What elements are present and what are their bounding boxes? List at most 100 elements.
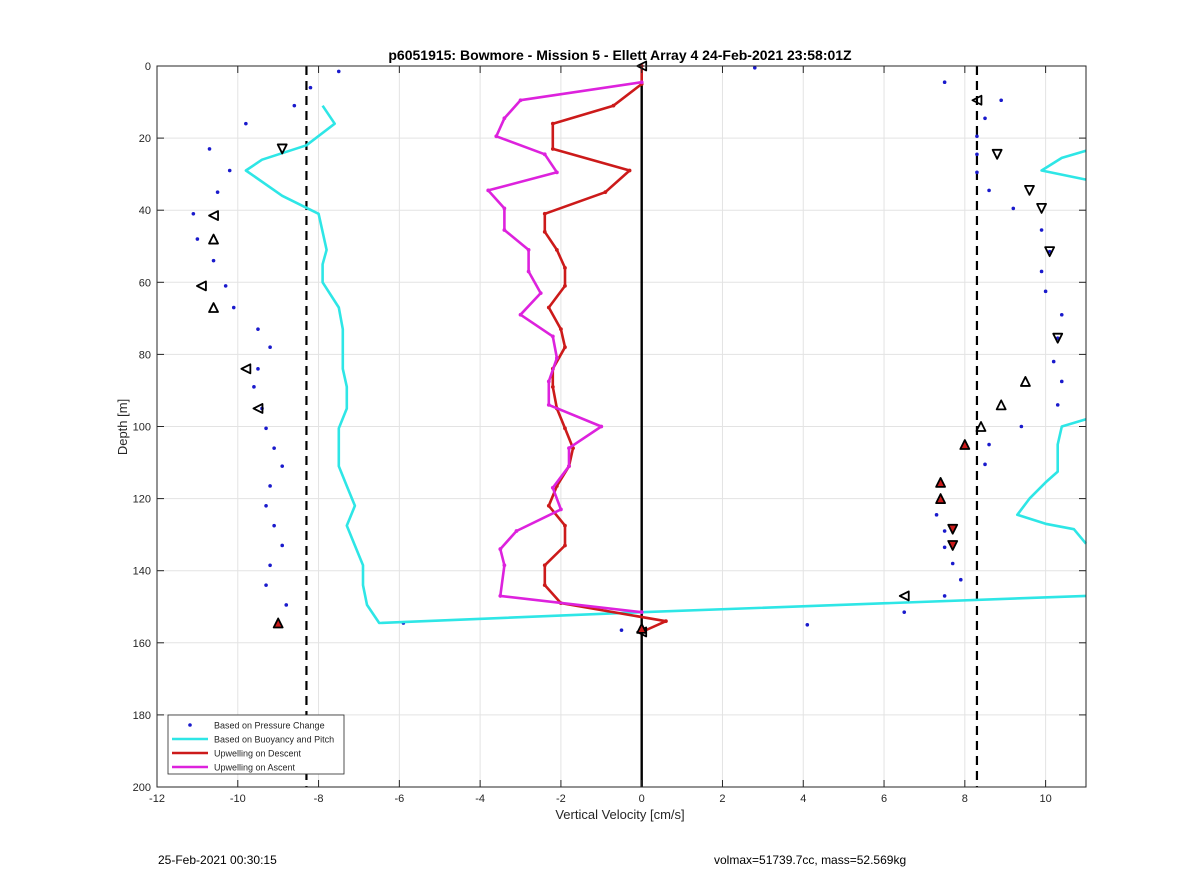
- triangle-marker-left: [898, 590, 910, 602]
- descent-point: [550, 147, 555, 151]
- descent-point: [542, 211, 547, 216]
- ascent-point: [494, 134, 499, 139]
- ascent-point: [502, 563, 507, 568]
- triangle-marker-down: [991, 148, 1003, 160]
- pressure-point: [975, 170, 979, 175]
- y-tick-label: 80: [139, 349, 151, 361]
- pressure-point: [268, 345, 272, 349]
- triangle-marker-up: [1020, 376, 1031, 387]
- y-tick-label: 60: [139, 277, 151, 289]
- pressure-point: [207, 147, 212, 151]
- footer-info: volmax=51739.7cc, mass=52.569kg: [714, 853, 907, 867]
- pressure-point: [268, 484, 272, 488]
- x-tick-label: 2: [719, 793, 725, 805]
- y-tick-label: 100: [133, 422, 151, 434]
- pressure-point: [1019, 424, 1024, 429]
- pressure-point: [983, 116, 987, 121]
- pressure-point: [752, 66, 757, 70]
- triangle-marker-up: [272, 617, 284, 629]
- ascent-point: [514, 529, 519, 533]
- triangle-marker-down: [1024, 184, 1035, 196]
- descent-point: [559, 327, 563, 332]
- pressure-point: [280, 464, 285, 468]
- pressure-point: [1059, 312, 1064, 317]
- ascent-point: [486, 188, 491, 193]
- pressure-point: [902, 610, 907, 614]
- triangle-marker-up: [975, 421, 987, 432]
- pressure-point: [231, 305, 236, 310]
- pressure-point: [619, 628, 624, 632]
- triangle-marker-left: [208, 210, 219, 222]
- pressure-point: [983, 462, 987, 467]
- ascent-point: [546, 379, 551, 384]
- pressure-point: [264, 426, 268, 431]
- y-tick-label: 200: [133, 782, 151, 794]
- pressure-point: [272, 446, 276, 450]
- reference-lines: [305, 66, 979, 787]
- triangle-marker-up: [636, 622, 648, 634]
- pressure-point: [256, 367, 260, 371]
- pressure-point: [264, 504, 268, 508]
- ascent-point: [502, 116, 507, 121]
- legend-label: Based on Pressure Change: [214, 721, 325, 731]
- pressure-point: [280, 543, 285, 548]
- y-tick-label: 160: [133, 638, 151, 650]
- ascent-point: [498, 594, 503, 598]
- x-tick-label: -12: [149, 793, 165, 805]
- y-tick-label: 120: [133, 494, 151, 506]
- x-tick-label: 10: [1039, 793, 1051, 805]
- triangle-marker-up: [935, 493, 946, 505]
- descent-point: [611, 103, 616, 108]
- descent-point: [542, 583, 547, 588]
- pressure-point: [195, 237, 200, 241]
- descent-point: [563, 284, 567, 288]
- ascent-point: [550, 485, 555, 490]
- pressure-point: [336, 69, 341, 74]
- descent-point: [554, 247, 559, 252]
- triangle-marker-down: [947, 523, 959, 535]
- triangle-marker-up: [935, 476, 946, 488]
- ascent-point: [518, 98, 523, 103]
- pressure-point: [308, 85, 313, 90]
- pressure-point: [1039, 228, 1044, 232]
- ascent-point: [567, 464, 571, 469]
- legend-label: Based on Buoyancy and Pitch: [214, 735, 334, 745]
- pressure-point: [215, 190, 220, 194]
- ascent-point: [498, 547, 503, 551]
- triangle-marker-down: [1044, 246, 1056, 258]
- triangle-marker-up: [995, 399, 1007, 411]
- descent-point: [563, 523, 567, 528]
- series-ascent: [486, 80, 644, 615]
- x-tick-label: 4: [800, 793, 806, 805]
- pressure-point: [950, 561, 955, 566]
- ascent-point: [526, 269, 531, 274]
- marker-layer: [196, 60, 1064, 638]
- y-tick-label: 180: [133, 710, 151, 722]
- pressure-point: [1011, 206, 1016, 211]
- descent-point: [627, 168, 632, 173]
- x-tick-label: -6: [394, 793, 404, 805]
- pressure-point: [284, 603, 289, 607]
- x-tick-label: -10: [230, 793, 246, 805]
- pressure-point: [1051, 359, 1056, 364]
- y-tick-label: 0: [145, 61, 151, 73]
- pressure-point: [1059, 379, 1064, 384]
- y-tick-label: 20: [139, 133, 151, 145]
- y-tick-label: 140: [133, 566, 151, 578]
- pressure-point: [264, 583, 268, 587]
- legend: Based on Pressure Change Based on Buoyanc…: [167, 714, 345, 775]
- series-layer: [191, 64, 1087, 634]
- pressure-point: [244, 121, 248, 126]
- pressure-point: [252, 385, 256, 389]
- triangle-marker-down: [276, 143, 288, 155]
- ascent-point: [599, 424, 604, 429]
- ascent-point: [559, 507, 563, 512]
- tick-layer: -12 -10 -8 -6 -4 -2 0 2 4 6 8 100204060801001201401…: [133, 61, 1086, 805]
- legend-box: [167, 714, 345, 775]
- descent-point: [563, 543, 567, 548]
- ascent-point: [550, 334, 555, 339]
- x-tick-label: -2: [556, 793, 566, 805]
- ascent-point: [502, 228, 507, 232]
- pressure-point: [191, 212, 196, 216]
